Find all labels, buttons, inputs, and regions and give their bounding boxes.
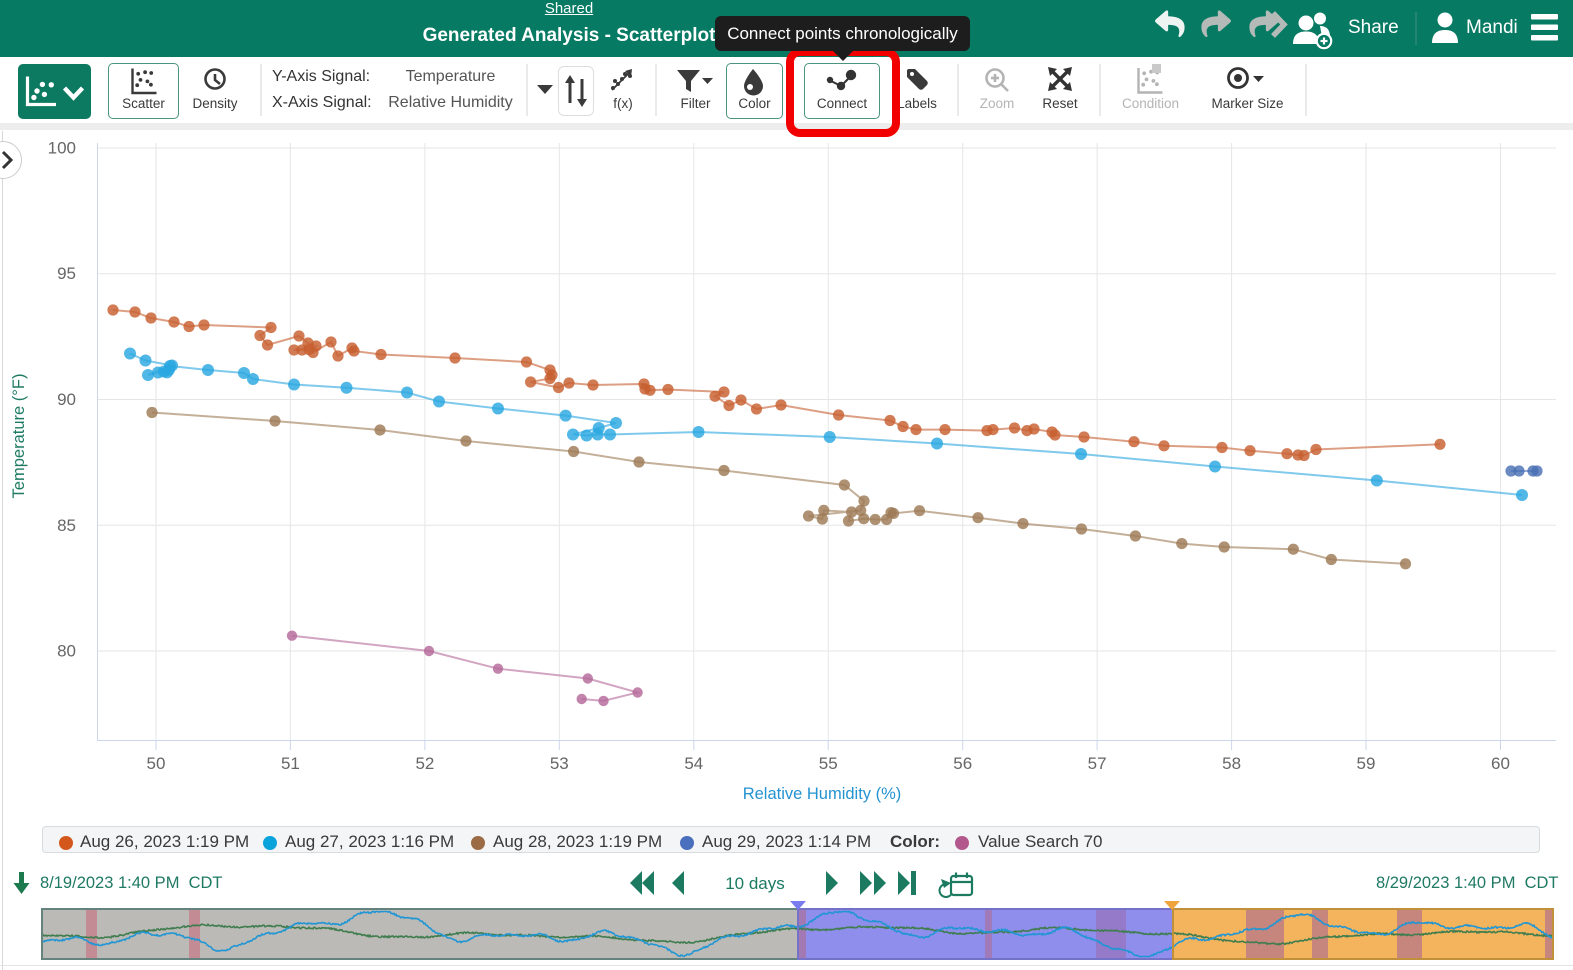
svg-text:55: 55 [819, 754, 838, 773]
svg-text:85: 85 [57, 516, 76, 535]
svg-text:90: 90 [57, 390, 76, 409]
svg-text:51: 51 [281, 754, 300, 773]
svg-text:53: 53 [550, 754, 569, 773]
svg-text:52: 52 [415, 754, 434, 773]
svg-text:95: 95 [57, 264, 76, 283]
svg-text:10 days: 10 days [725, 874, 785, 893]
svg-text:60: 60 [1491, 754, 1510, 773]
svg-text:57: 57 [1088, 754, 1107, 773]
svg-text:Share: Share [1348, 17, 1399, 38]
svg-text:58: 58 [1222, 754, 1241, 773]
svg-text:80: 80 [57, 642, 76, 661]
svg-text:56: 56 [953, 754, 972, 773]
svg-text:Relative Humidity (%): Relative Humidity (%) [743, 785, 902, 803]
svg-text:59: 59 [1357, 754, 1376, 773]
svg-text:54: 54 [684, 754, 703, 773]
svg-text:50: 50 [147, 754, 166, 773]
svg-text:100: 100 [48, 139, 76, 158]
svg-text:Mandi: Mandi [1466, 17, 1518, 38]
svg-text:Temperature (°F): Temperature (°F) [10, 374, 28, 499]
